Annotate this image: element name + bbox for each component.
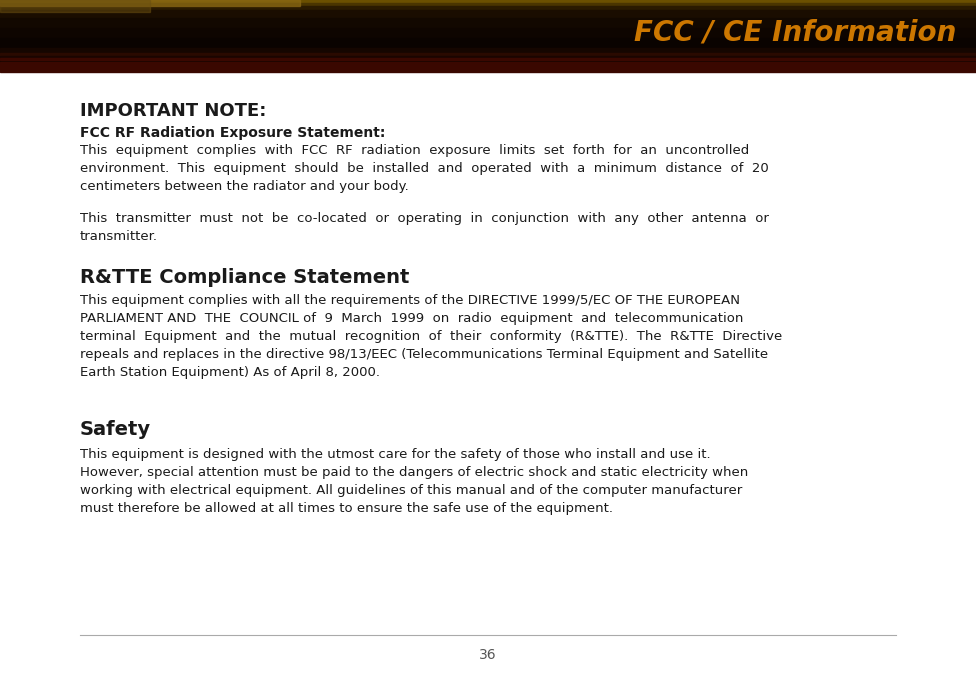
Bar — [0, 38, 976, 48]
Bar — [0, 0, 976, 3]
Text: transmitter.: transmitter. — [80, 230, 158, 243]
Text: repeals and replaces in the directive 98/13/EEC (Telecommunications Terminal Equ: repeals and replaces in the directive 98… — [80, 348, 768, 361]
Bar — [0, 58, 976, 60]
Bar — [0, 48, 976, 53]
Text: FCC RF Radiation Exposure Statement:: FCC RF Radiation Exposure Statement: — [80, 126, 386, 140]
Text: This equipment complies with all the requirements of the DIRECTIVE 1999/5/EC OF : This equipment complies with all the req… — [80, 294, 740, 307]
Text: terminal  Equipment  and  the  mutual  recognition  of  their  conformity  (R&TT: terminal Equipment and the mutual recogn… — [80, 330, 782, 343]
Bar — [0, 53, 976, 56]
Bar — [0, 10, 976, 18]
Text: IMPORTANT NOTE:: IMPORTANT NOTE: — [80, 102, 266, 120]
Text: This  equipment  complies  with  FCC  RF  radiation  exposure  limits  set  fort: This equipment complies with FCC RF radi… — [80, 144, 750, 157]
Bar — [0, 28, 976, 38]
Bar — [0, 62, 976, 72]
Bar — [0, 0, 976, 62]
Bar — [0, 0, 150, 12]
Text: Safety: Safety — [80, 420, 151, 439]
Bar — [0, 18, 976, 28]
Text: However, special attention must be paid to the dangers of electric shock and sta: However, special attention must be paid … — [80, 466, 749, 479]
Text: working with electrical equipment. All guidelines of this manual and of the comp: working with electrical equipment. All g… — [80, 484, 743, 497]
Text: 36: 36 — [479, 648, 497, 662]
Bar — [0, 6, 976, 10]
Text: This equipment is designed with the utmost care for the safety of those who inst: This equipment is designed with the utmo… — [80, 448, 711, 461]
Text: environment.  This  equipment  should  be  installed  and  operated  with  a  mi: environment. This equipment should be in… — [80, 162, 769, 175]
Text: centimeters between the radiator and your body.: centimeters between the radiator and you… — [80, 180, 409, 193]
Bar — [0, 3, 976, 6]
Text: PARLIAMENT AND  THE  COUNCIL of  9  March  1999  on  radio  equipment  and  tele: PARLIAMENT AND THE COUNCIL of 9 March 19… — [80, 312, 744, 325]
Text: R&TTE Compliance Statement: R&TTE Compliance Statement — [80, 268, 409, 287]
Text: This  transmitter  must  not  be  co-located  or  operating  in  conjunction  wi: This transmitter must not be co-located … — [80, 212, 769, 225]
Text: FCC / CE Information: FCC / CE Information — [633, 18, 956, 47]
Text: Earth Station Equipment) As of April 8, 2000.: Earth Station Equipment) As of April 8, … — [80, 366, 380, 379]
Bar — [0, 0, 300, 6]
Text: must therefore be allowed at all times to ensure the safe use of the equipment.: must therefore be allowed at all times t… — [80, 502, 613, 515]
Bar — [0, 56, 976, 58]
